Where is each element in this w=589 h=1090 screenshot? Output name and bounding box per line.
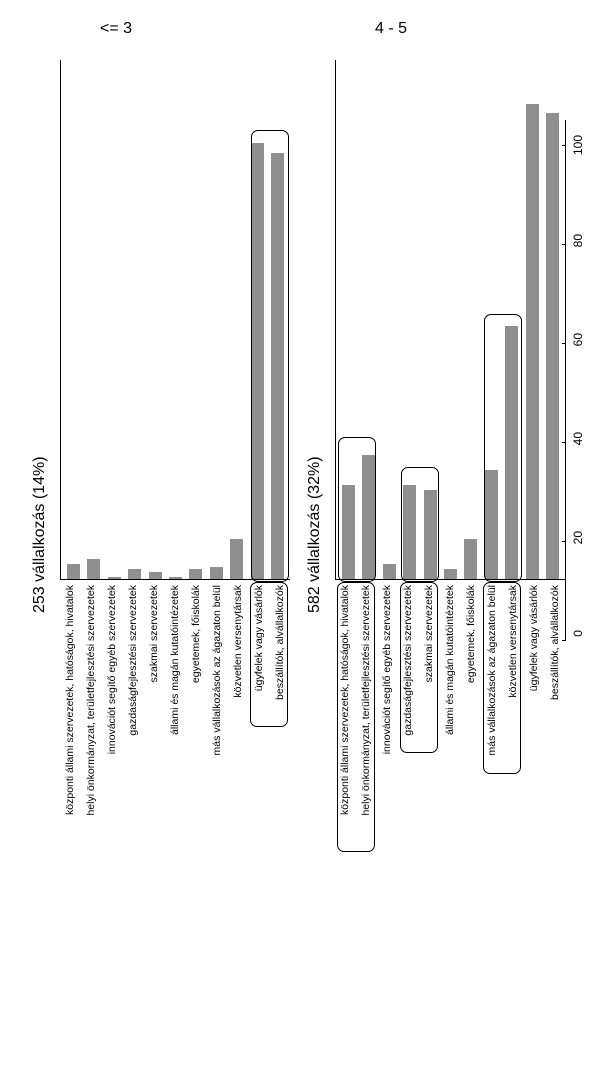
bar: [169, 577, 182, 579]
subplot-le3: 253 vállalkozás (14%) központi állami sz…: [30, 60, 290, 1010]
category-label: közvetlen versenytársak: [232, 585, 244, 698]
x-tick: [562, 244, 566, 245]
bar: [383, 564, 396, 579]
bar: [444, 569, 457, 579]
bar: [464, 539, 477, 579]
category-label: állami és magán kutatóintézetek: [169, 585, 181, 735]
category-label: helyi önkormányzat, területfejlesztési s…: [85, 585, 97, 816]
x-tick-label: 60: [571, 333, 585, 346]
subplot-4-5: 582 vállalkozás (32%) központi állami sz…: [305, 60, 565, 1010]
sub-label-right: 582 vállalkozás (32%): [305, 60, 325, 1010]
x-tick-label: 40: [571, 432, 585, 445]
category-label: szakmai szervezetek: [423, 585, 435, 682]
category-label: egyetemek, főiskolák: [190, 585, 202, 683]
category-label: szakmai szervezetek: [148, 585, 160, 682]
bar: [251, 143, 264, 579]
bar: [67, 564, 80, 579]
category-label: egyetemek, főiskolák: [465, 585, 477, 683]
category-label: gazdaságfejlesztési szervezetek: [402, 585, 414, 736]
x-tick-label: 20: [571, 531, 585, 544]
bar: [342, 485, 355, 579]
bar: [149, 572, 162, 579]
bar: [87, 559, 100, 579]
category-label: helyi önkormányzat, területfejlesztési s…: [360, 585, 372, 816]
bar: [230, 539, 243, 579]
panel-title-right: 4 - 5: [375, 20, 407, 38]
category-label: közvetlen versenytársak: [507, 585, 519, 698]
x-tick: [562, 343, 566, 344]
bar: [424, 490, 437, 579]
category-label: állami és magán kutatóintézetek: [444, 585, 456, 735]
category-labels-left: központi állami szervezetek, hatóságok, …: [60, 585, 290, 1005]
bars-left: [61, 60, 290, 579]
category-label: más vállalkozások az ágazaton belül: [486, 585, 498, 755]
sub-label-left: 253 vállalkozás (14%): [30, 60, 50, 1010]
category-label: központi állami szervezetek, hatóságok, …: [64, 585, 76, 815]
x-tick-label: 80: [571, 234, 585, 247]
bar: [189, 569, 202, 579]
category-label: beszállítók, alvállalkozók: [549, 585, 561, 700]
chart-area: 253 vállalkozás (14%) központi állami sz…: [0, 60, 589, 1010]
bar: [505, 326, 518, 579]
plot-region-right: [335, 60, 565, 580]
category-labels-right: központi állami szervezetek, hatóságok, …: [335, 585, 565, 1005]
category-label: innovációt segítő egyéb szervezetek: [381, 585, 393, 754]
x-tick: [562, 442, 566, 443]
bar: [546, 113, 559, 579]
category-label: ügyfelek vagy vásárlók: [253, 585, 265, 691]
x-tick: [562, 541, 566, 542]
bar: [108, 577, 121, 579]
plot-region-left: [60, 60, 290, 580]
category-label: más vállalkozások az ágazaton belül: [211, 585, 223, 755]
bar: [271, 153, 284, 579]
panel-title-left: <= 3: [100, 20, 132, 38]
category-label: központi állami szervezetek, hatóságok, …: [339, 585, 351, 815]
x-tick-label: 100: [571, 135, 585, 155]
panel-titles: <= 3 4 - 5: [0, 20, 589, 60]
x-tick: [562, 145, 566, 146]
x-tick-label: 0: [571, 630, 585, 637]
bar: [526, 104, 539, 579]
bar: [485, 470, 498, 579]
bars-right: [336, 60, 565, 579]
bar: [210, 567, 223, 579]
x-axis: % 020406080100: [565, 120, 585, 640]
category-label: beszállítók, alvállalkozók: [274, 585, 286, 700]
x-tick: [562, 640, 566, 641]
bar: [403, 485, 416, 579]
category-label: innovációt segítő egyéb szervezetek: [106, 585, 118, 754]
category-label: ügyfelek vagy vásárlók: [528, 585, 540, 691]
chart-canvas: <= 3 4 - 5 253 vállalkozás (14%) központ…: [0, 0, 589, 1090]
category-label: gazdaságfejlesztési szervezetek: [127, 585, 139, 736]
bar: [128, 569, 141, 579]
bar: [362, 455, 375, 579]
